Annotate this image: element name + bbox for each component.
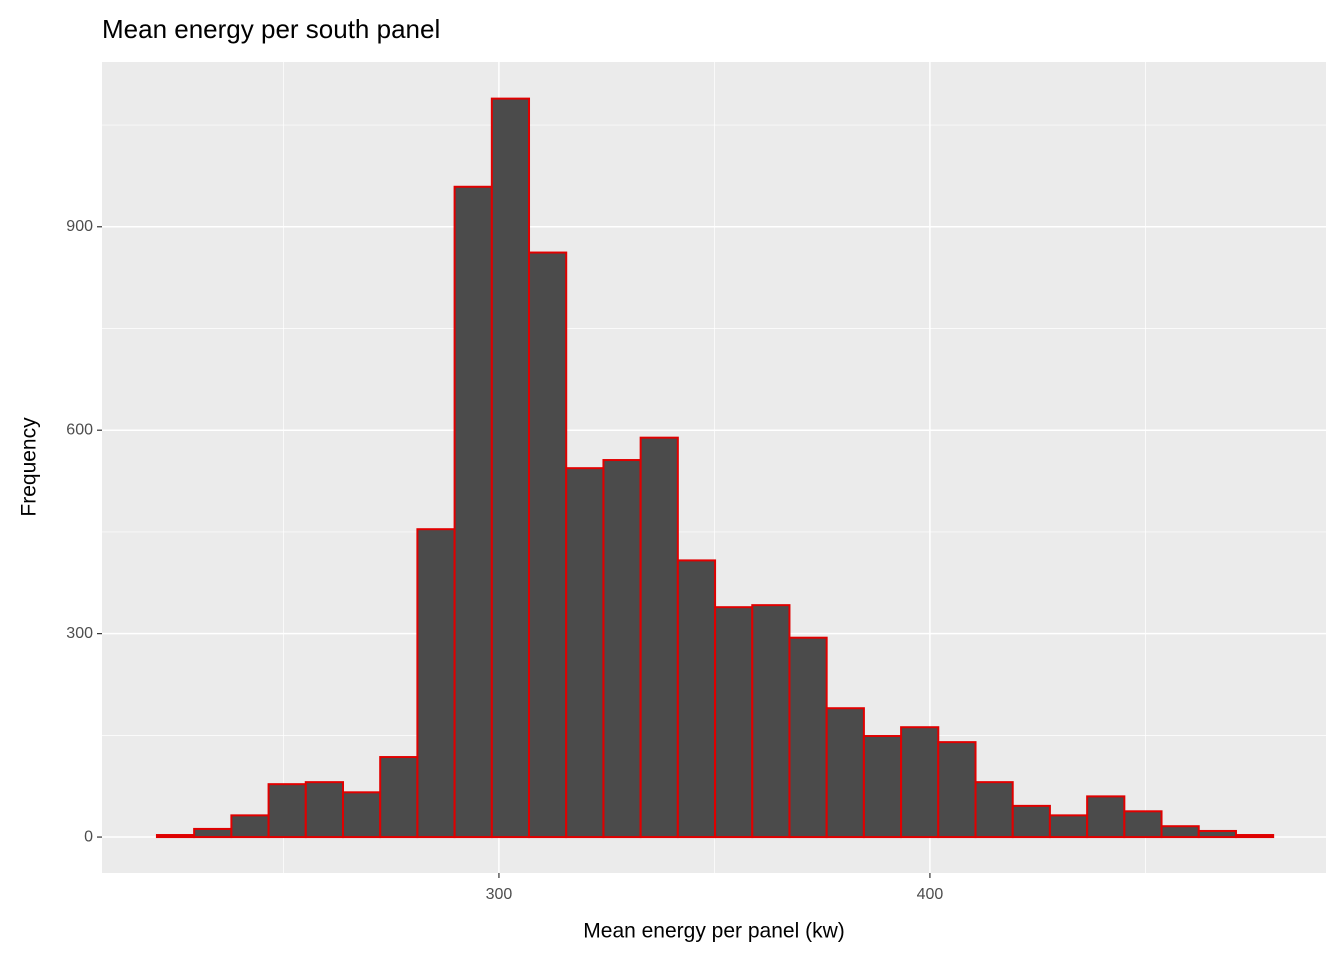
bar bbox=[1160, 825, 1200, 839]
bar bbox=[676, 559, 717, 839]
bar bbox=[342, 791, 382, 839]
bar bbox=[862, 735, 903, 839]
bar bbox=[1123, 810, 1163, 839]
bar bbox=[751, 604, 791, 839]
bar bbox=[1048, 814, 1089, 839]
bar bbox=[602, 459, 642, 839]
y-tick-label: 0 bbox=[84, 828, 93, 845]
y-tick-label: 600 bbox=[66, 421, 93, 438]
x-tick-label: 300 bbox=[486, 886, 513, 903]
bars bbox=[155, 97, 1275, 839]
y-axis-title: Frequency bbox=[18, 417, 41, 517]
bar bbox=[193, 827, 233, 839]
bar bbox=[528, 251, 568, 839]
bar bbox=[639, 436, 679, 839]
bar bbox=[565, 467, 605, 839]
x-axis-title: Mean energy per panel (kw) bbox=[583, 920, 844, 943]
bar bbox=[974, 781, 1014, 839]
bar bbox=[900, 726, 940, 839]
bar bbox=[788, 636, 828, 839]
y-tick-label: 900 bbox=[66, 218, 93, 235]
bar bbox=[1086, 795, 1126, 839]
bar bbox=[416, 528, 456, 839]
bar bbox=[1011, 804, 1051, 839]
bar bbox=[379, 756, 419, 839]
bar bbox=[230, 814, 270, 839]
bar bbox=[714, 606, 754, 839]
chart-title: Mean energy per south panel bbox=[102, 14, 440, 44]
bar bbox=[453, 185, 493, 839]
bar bbox=[155, 834, 196, 839]
bar bbox=[937, 741, 977, 839]
bar bbox=[1234, 834, 1275, 839]
bar bbox=[1197, 829, 1237, 839]
bar bbox=[267, 783, 307, 839]
bar bbox=[304, 781, 345, 839]
bar bbox=[490, 97, 531, 839]
x-tick-label: 400 bbox=[917, 886, 944, 903]
bar bbox=[825, 707, 865, 839]
y-tick-label: 300 bbox=[66, 625, 93, 642]
